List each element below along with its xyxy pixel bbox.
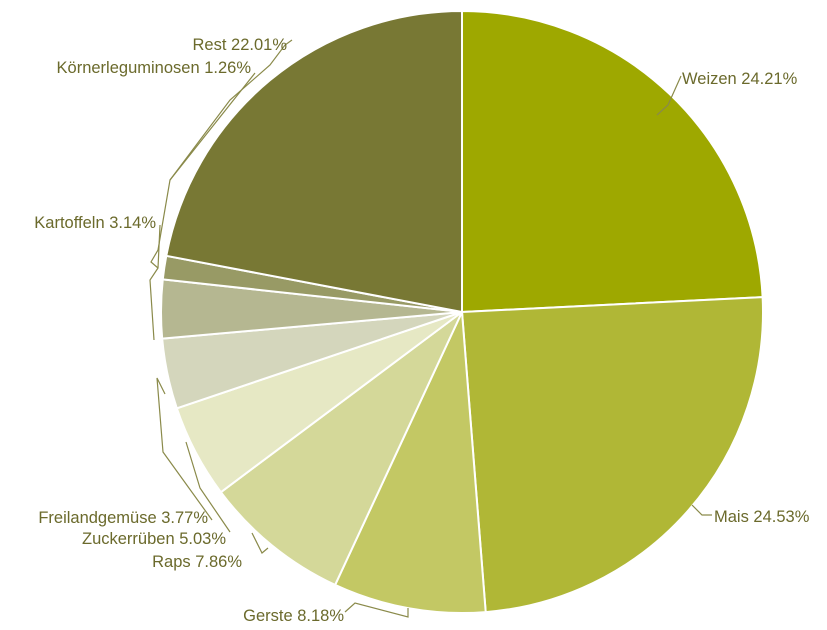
slice-label-freilandgemuese: Freilandgemüse 3.77% bbox=[38, 509, 208, 527]
leader-raps bbox=[251, 532, 269, 554]
slice-label-raps: Raps 7.86% bbox=[152, 553, 242, 571]
pie-slices bbox=[160, 9, 764, 614]
slice-label-zuckerrueben: Zuckerrüben 5.03% bbox=[82, 530, 226, 548]
pie-slice-gerste bbox=[333, 308, 487, 614]
slice-label-koernerleguminosen: Körnerleguminosen 1.26% bbox=[57, 59, 252, 77]
leader-rest bbox=[169, 39, 293, 181]
pie-slice-mais bbox=[460, 296, 764, 614]
leader-weizen bbox=[656, 75, 682, 116]
slice-label-weizen: Weizen 24.21% bbox=[682, 70, 798, 88]
leader-freilandgemuese bbox=[156, 377, 213, 521]
slice-label-mais: Mais 24.53% bbox=[714, 508, 810, 526]
leader-zuckerrueben bbox=[185, 441, 231, 533]
slice-label-rest: Rest 22.01% bbox=[193, 36, 288, 54]
slice-label-gerste: Gerste 8.18% bbox=[243, 607, 344, 625]
pie-slice-rest bbox=[165, 9, 463, 314]
leader-kartoffeln bbox=[149, 224, 161, 341]
pie-slice-weizen bbox=[461, 9, 764, 314]
slice-label-kartoffeln: Kartoffeln 3.14% bbox=[34, 214, 156, 232]
leader-koernerleguminosen bbox=[150, 72, 256, 269]
leader-mais bbox=[691, 504, 712, 516]
slice-labels: Weizen 24.21% Mais 24.53% Gerste 8.18% R… bbox=[34, 36, 809, 625]
pie-slice-raps bbox=[219, 311, 463, 587]
leader-gerste bbox=[344, 602, 409, 618]
leader-lines bbox=[149, 39, 712, 618]
